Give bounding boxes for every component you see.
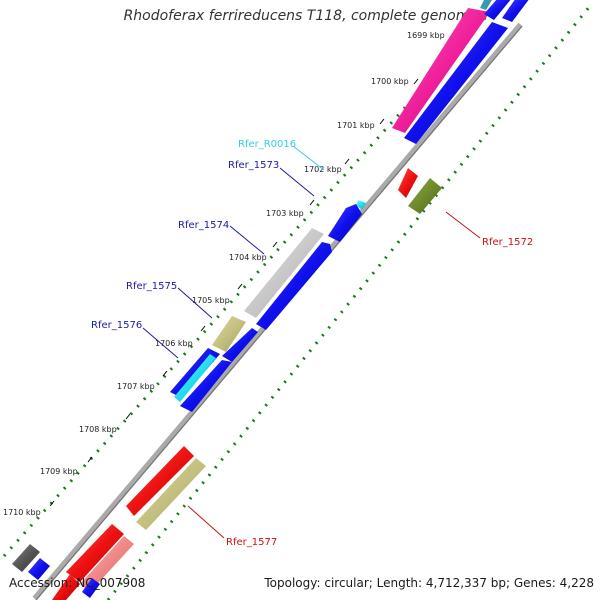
- tick-label: 1710 kbp: [3, 508, 41, 517]
- gene-feature-blue[interactable]: [222, 328, 258, 362]
- gene-feature-pink[interactable]: [392, 8, 490, 133]
- gene-feature-rfer-1574[interactable]: [244, 228, 324, 318]
- tick-1700: 1700 kbp: [371, 77, 419, 86]
- gene-feature-blue[interactable]: [180, 360, 232, 412]
- map-title: Rhodoferax ferrireducens T118, complete …: [123, 8, 478, 24]
- tick-1710: 1710 kbp: [3, 500, 55, 517]
- tick-1702: 1702 kbp: [304, 158, 350, 174]
- tick-label: 1707 kbp: [117, 382, 155, 391]
- tick-label: 1709 kbp: [40, 467, 78, 476]
- leader-rfer-1577: [187, 505, 225, 539]
- tick-1703: 1703 kbp: [266, 199, 315, 218]
- tick-label: 1701 kbp: [337, 121, 375, 130]
- gene-feature-olive[interactable]: [136, 458, 206, 530]
- gene-feature-red[interactable]: [52, 574, 80, 600]
- gene-feature-blue[interactable]: [256, 242, 332, 330]
- gene-feature-dark-gray[interactable]: [12, 544, 40, 572]
- leader-rfer-1572: [445, 211, 481, 239]
- gene-feature-red[interactable]: [66, 524, 124, 582]
- topology-text: Topology: circular; Length: 4,712,337 bp…: [264, 576, 594, 590]
- tick-label: 1708 kbp: [79, 425, 117, 434]
- inner-tick-track: [106, 5, 592, 600]
- gene-label-rfer-1573[interactable]: Rfer_1573: [228, 160, 279, 171]
- tick-label: 1706 kbp: [155, 339, 193, 348]
- leader-rfer-1573: [279, 167, 315, 197]
- gene-label-rfer-1577[interactable]: Rfer_1577: [226, 537, 277, 548]
- gene-label-rfer-r0016[interactable]: Rfer_R0016: [238, 139, 296, 150]
- gene-feature-red[interactable]: [398, 168, 418, 198]
- gene-feature-salmon[interactable]: [80, 536, 134, 592]
- tick-1701: 1701 kbp: [337, 118, 385, 130]
- tick-1708: 1708 kbp: [79, 413, 131, 434]
- gene-feature-rfer-1572[interactable]: [408, 178, 442, 214]
- gene-label-rfer-1575[interactable]: Rfer_1575: [126, 281, 177, 292]
- gene-label-rfer-1576[interactable]: Rfer_1576: [91, 320, 142, 331]
- gene-feature-red[interactable]: [126, 446, 194, 516]
- gene-label-rfer-1572[interactable]: Rfer_1572: [482, 237, 533, 248]
- leader-rfer-1576: [142, 327, 179, 359]
- gene-label-rfer-1574[interactable]: Rfer_1574: [178, 220, 229, 231]
- gene-feature-blue[interactable]: [484, 0, 512, 20]
- leader-rfer-1575: [177, 287, 213, 319]
- gene-feature-rfer-r0016[interactable]: [356, 200, 366, 210]
- gene-feature-blue[interactable]: [404, 22, 508, 144]
- tick-label: 1699 kbp: [407, 31, 445, 40]
- tick-label: 1704 kbp: [229, 253, 267, 262]
- leader-rfer-1574: [229, 225, 265, 255]
- tick-label: 1700 kbp: [371, 77, 409, 86]
- gene-feature-teal[interactable]: [480, 0, 492, 10]
- tick-label: 1703 kbp: [266, 209, 304, 218]
- tick-1709: 1709 kbp: [40, 456, 93, 476]
- leader-rfer-r0016: [292, 145, 325, 171]
- accession-text: Accession: NC_007908: [9, 576, 146, 590]
- gene-feature-rfer-1573[interactable]: [328, 204, 362, 242]
- tick-label: 1705 kbp: [192, 296, 230, 305]
- gene-feature-blue[interactable]: [28, 558, 50, 580]
- gene-feature-rna[interactable]: [174, 354, 216, 402]
- gene-feature-rfer-1575[interactable]: [212, 316, 246, 352]
- gene-feature-blue[interactable]: [502, 0, 530, 22]
- tick-1705: 1705 kbp: [192, 283, 243, 305]
- gene-feature-blue[interactable]: [82, 578, 100, 598]
- tick-1704: 1704 kbp: [229, 241, 278, 262]
- tick-1706: 1706 kbp: [155, 325, 206, 348]
- tick-1707: 1707 kbp: [117, 370, 168, 391]
